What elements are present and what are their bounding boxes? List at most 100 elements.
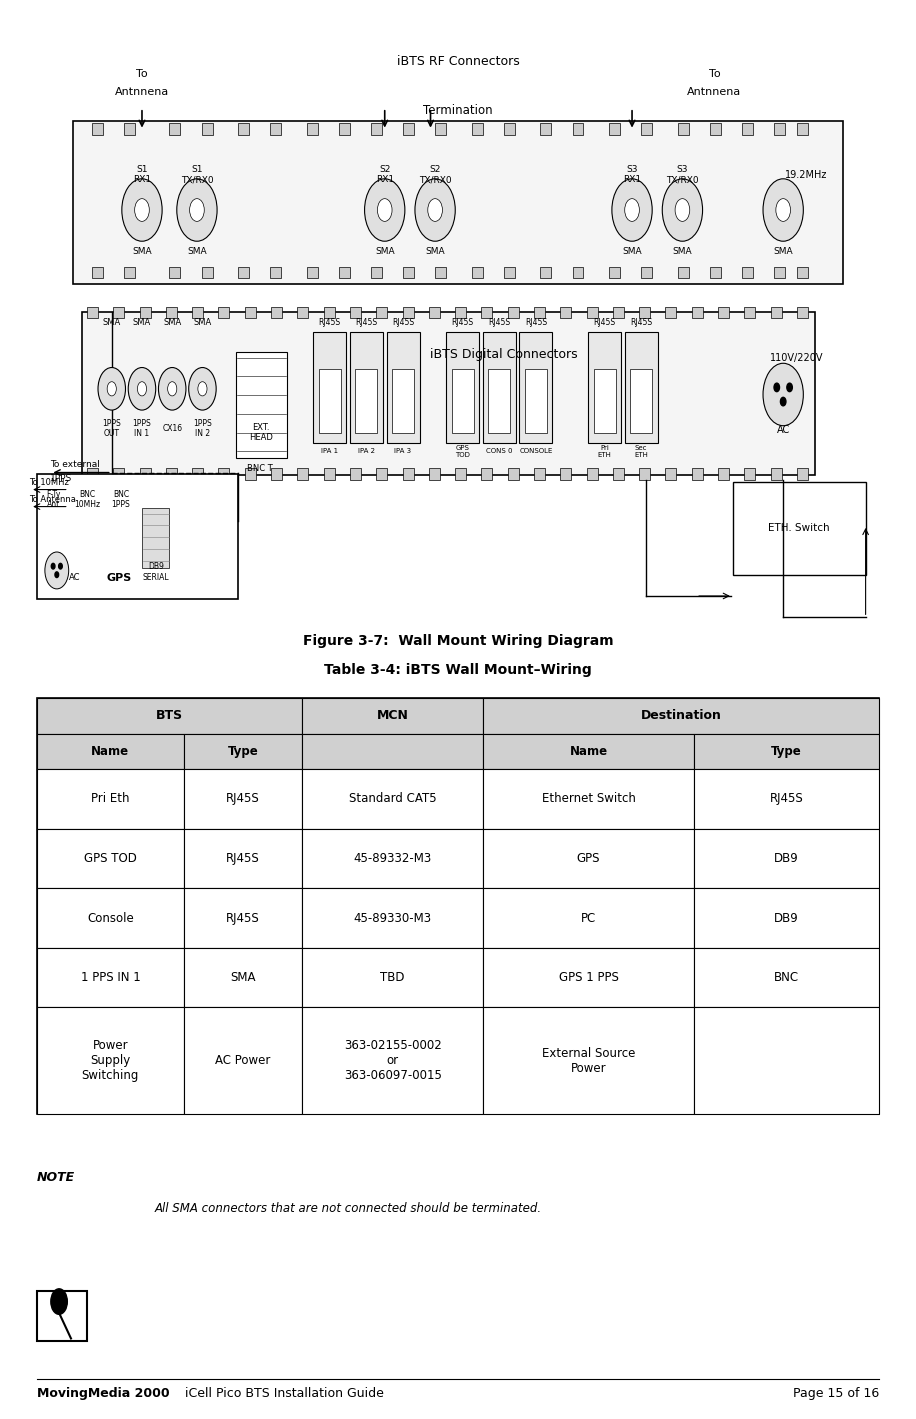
Text: RJ45S: RJ45S: [630, 318, 652, 326]
Text: Sec
ETH: Sec ETH: [634, 444, 649, 458]
Text: S3
RX1: S3 RX1: [623, 165, 641, 184]
Text: DB9: DB9: [774, 851, 799, 866]
Text: NOTE: NOTE: [37, 1171, 75, 1185]
Bar: [797, 307, 808, 318]
Bar: [488, 369, 510, 433]
Bar: [169, 267, 180, 278]
Bar: [482, 307, 493, 318]
Bar: [184, 888, 302, 948]
Bar: [609, 123, 620, 135]
Bar: [483, 332, 516, 443]
Bar: [392, 369, 414, 433]
Text: 1PPS: 1PPS: [50, 474, 72, 482]
Text: Page 15 of 16: Page 15 of 16: [793, 1386, 879, 1401]
Bar: [678, 123, 689, 135]
Text: Pri
ETH: Pri ETH: [597, 444, 612, 458]
Text: SMA: SMA: [103, 318, 121, 326]
Text: RJ45S: RJ45S: [525, 318, 547, 326]
Circle shape: [625, 199, 639, 221]
Text: GPS TOD: GPS TOD: [84, 851, 136, 866]
Bar: [184, 948, 302, 1007]
Bar: [124, 267, 135, 278]
Bar: [313, 332, 346, 443]
Bar: [37, 734, 184, 769]
Circle shape: [168, 382, 177, 396]
Text: MovingMedia 2000: MovingMedia 2000: [37, 1386, 169, 1401]
Text: SMA: SMA: [187, 247, 207, 255]
Text: To: To: [136, 68, 147, 79]
Text: Type: Type: [228, 745, 258, 758]
Text: PC: PC: [581, 911, 596, 925]
Bar: [166, 468, 177, 480]
Bar: [540, 123, 551, 135]
Bar: [339, 123, 350, 135]
Text: To Antenna: To Antenna: [29, 495, 76, 504]
Bar: [484, 948, 694, 1007]
Circle shape: [774, 383, 780, 392]
Bar: [694, 769, 879, 829]
Text: GPS
TOD: GPS TOD: [455, 444, 470, 458]
Bar: [504, 123, 515, 135]
Bar: [742, 267, 753, 278]
Text: Antnnena: Antnnena: [114, 87, 169, 98]
Bar: [507, 307, 518, 318]
Bar: [484, 888, 694, 948]
Bar: [323, 468, 334, 480]
Bar: [572, 123, 583, 135]
Text: S1
RX1: S1 RX1: [133, 165, 151, 184]
Bar: [302, 734, 484, 769]
Text: 19.2MHz: 19.2MHz: [785, 169, 827, 180]
Text: MCN: MCN: [376, 710, 409, 722]
Text: RJ45S: RJ45S: [226, 792, 260, 806]
Bar: [609, 267, 620, 278]
Bar: [665, 468, 676, 480]
Text: DB9: DB9: [774, 911, 799, 925]
Bar: [586, 468, 597, 480]
Bar: [192, 468, 203, 480]
Text: All SMA connectors that are not connected should be terminated.: All SMA connectors that are not connecte…: [155, 1202, 541, 1216]
Text: AC: AC: [69, 573, 81, 582]
Bar: [452, 369, 474, 433]
Bar: [92, 123, 103, 135]
Text: BNC: BNC: [774, 971, 800, 985]
Bar: [142, 508, 169, 568]
Circle shape: [675, 199, 690, 221]
Bar: [472, 123, 483, 135]
Bar: [184, 734, 302, 769]
Text: IPA 1: IPA 1: [322, 448, 338, 454]
Bar: [710, 267, 721, 278]
Bar: [350, 332, 383, 443]
Bar: [184, 769, 302, 829]
Bar: [745, 468, 756, 480]
Bar: [745, 307, 756, 318]
Bar: [625, 332, 658, 443]
Bar: [245, 307, 256, 318]
Bar: [403, 267, 414, 278]
Text: iBTS Digital Connectors: iBTS Digital Connectors: [430, 348, 578, 362]
Bar: [525, 369, 547, 433]
Circle shape: [137, 382, 147, 396]
Bar: [87, 307, 98, 318]
Text: IPA 3: IPA 3: [395, 448, 411, 454]
Text: IPA 2: IPA 2: [358, 448, 375, 454]
Circle shape: [98, 368, 125, 410]
Circle shape: [662, 179, 703, 241]
Bar: [665, 307, 676, 318]
Bar: [534, 468, 545, 480]
Bar: [192, 307, 203, 318]
Bar: [350, 468, 361, 480]
Text: BTS: BTS: [156, 710, 183, 722]
Text: RJ45S: RJ45S: [319, 318, 341, 326]
Bar: [639, 307, 650, 318]
Bar: [484, 734, 694, 769]
Text: S3
TX/RX0: S3 TX/RX0: [666, 165, 699, 184]
Bar: [630, 369, 652, 433]
Bar: [114, 468, 125, 480]
Text: 110V/220V: 110V/220V: [770, 352, 823, 363]
Bar: [586, 307, 597, 318]
Text: AC Power: AC Power: [215, 1054, 271, 1067]
Bar: [484, 829, 694, 888]
Bar: [797, 468, 808, 480]
Bar: [139, 307, 150, 318]
Bar: [238, 123, 249, 135]
